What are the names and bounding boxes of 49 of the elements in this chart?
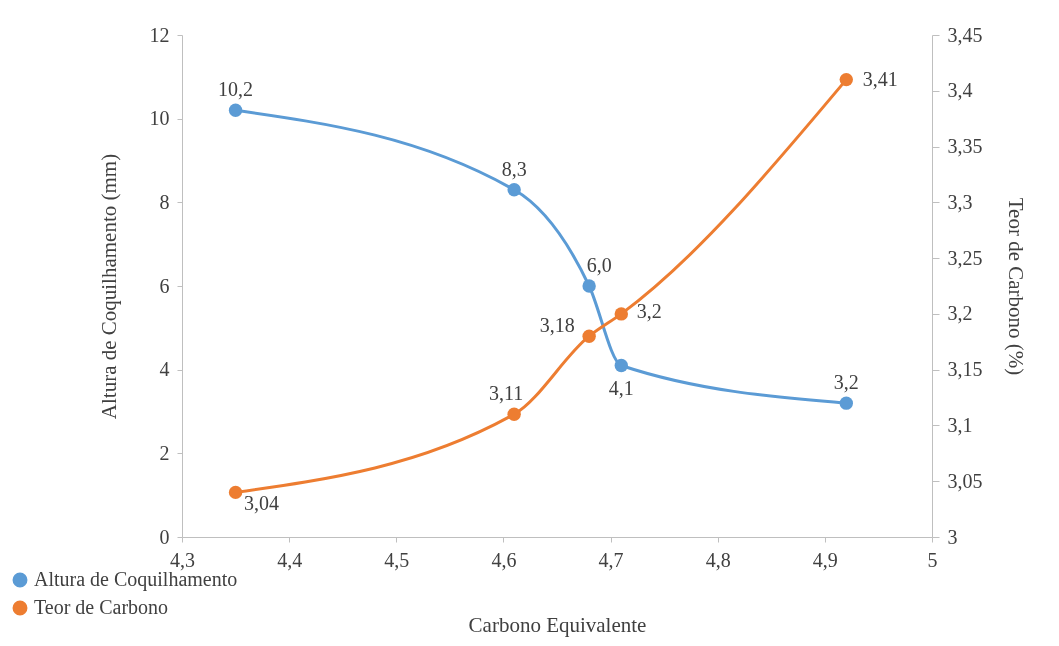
legend-label: Teor de Carbono [34, 596, 169, 618]
point [507, 407, 521, 421]
y2-tick-label: 3,15 [947, 358, 983, 381]
point [582, 329, 596, 343]
y2-tick-label: 3,4 [947, 79, 973, 102]
y2-tick-label: 3,45 [947, 23, 983, 46]
y2-tick-label: 3,3 [947, 190, 973, 213]
y2-axis-title: Teor de Carbono (%) [1003, 197, 1028, 376]
y2-tick-label: 3 [947, 525, 958, 548]
x-tick-label: 4,6 [491, 548, 517, 571]
data-label: 3,41 [862, 67, 898, 90]
x-tick-label: 4,9 [812, 548, 838, 571]
data-label: 6,0 [586, 254, 612, 276]
y-tick-label: 6 [159, 274, 170, 297]
x-tick-label: 5 [927, 548, 938, 571]
y2-tick-label: 3,05 [947, 469, 983, 492]
data-label: 3,04 [244, 492, 280, 515]
point [228, 485, 243, 500]
x-axis-title: Carbono Equivalente [468, 612, 647, 637]
data-label: 3,18 [539, 314, 575, 337]
y2-tick-label: 3,1 [947, 413, 973, 436]
y2-tick-label: 3,2 [947, 302, 973, 325]
point [614, 358, 628, 373]
point [839, 72, 853, 87]
y-tick-label: 4 [159, 358, 170, 381]
point [582, 279, 596, 293]
y-tick-label: 8 [159, 190, 170, 213]
point [228, 103, 243, 117]
y2-tick-label: 3,35 [947, 135, 983, 158]
data-label: 3,2 [833, 371, 859, 394]
y-tick-label: 10 [149, 107, 170, 130]
data-label: 3,11 [489, 382, 524, 405]
data-label: 3,2 [636, 299, 662, 322]
point [507, 183, 521, 197]
data-label: 4,1 [608, 377, 634, 400]
x-tick-label: 4,3 [170, 548, 195, 571]
y-tick-label: 0 [159, 525, 170, 548]
point [614, 307, 628, 321]
point [839, 396, 853, 410]
y2-tick-label: 3,25 [947, 246, 983, 269]
x-tick-label: 4,5 [384, 548, 410, 571]
x-tick-label: 4,8 [705, 548, 731, 571]
y-tick-label: 12 [149, 23, 170, 46]
y-tick-label: 2 [159, 441, 170, 464]
x-tick-label: 4,4 [277, 548, 303, 571]
x-tick-label: 4,7 [598, 548, 624, 571]
y-axis-title: Altura de Coquilhamento (mm) [96, 153, 121, 420]
data-label: 8,3 [501, 157, 527, 180]
data-label: 10,2 [218, 78, 254, 101]
